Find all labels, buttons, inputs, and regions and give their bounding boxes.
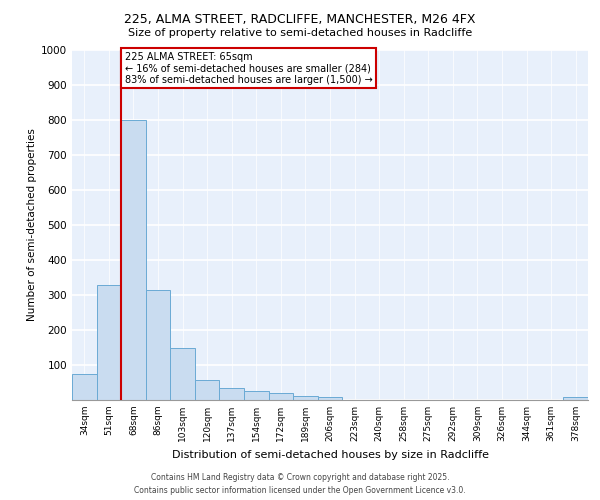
Bar <box>293 396 318 400</box>
Bar <box>72 374 97 400</box>
Text: Size of property relative to semi-detached houses in Radcliffe: Size of property relative to semi-detach… <box>128 28 472 38</box>
Bar <box>170 348 195 400</box>
Bar <box>121 120 146 400</box>
Y-axis label: Number of semi-detached properties: Number of semi-detached properties <box>27 128 37 322</box>
Bar <box>244 391 269 400</box>
Bar <box>220 388 244 400</box>
Bar <box>97 284 121 400</box>
Bar <box>146 290 170 400</box>
Text: 225 ALMA STREET: 65sqm
← 16% of semi-detached houses are smaller (284)
83% of se: 225 ALMA STREET: 65sqm ← 16% of semi-det… <box>125 52 373 85</box>
Bar <box>269 393 293 400</box>
Bar <box>195 380 220 400</box>
Text: 225, ALMA STREET, RADCLIFFE, MANCHESTER, M26 4FX: 225, ALMA STREET, RADCLIFFE, MANCHESTER,… <box>124 12 476 26</box>
Text: Contains HM Land Registry data © Crown copyright and database right 2025.
Contai: Contains HM Land Registry data © Crown c… <box>134 473 466 495</box>
X-axis label: Distribution of semi-detached houses by size in Radcliffe: Distribution of semi-detached houses by … <box>172 450 488 460</box>
Bar <box>318 397 342 400</box>
Bar <box>563 397 588 400</box>
